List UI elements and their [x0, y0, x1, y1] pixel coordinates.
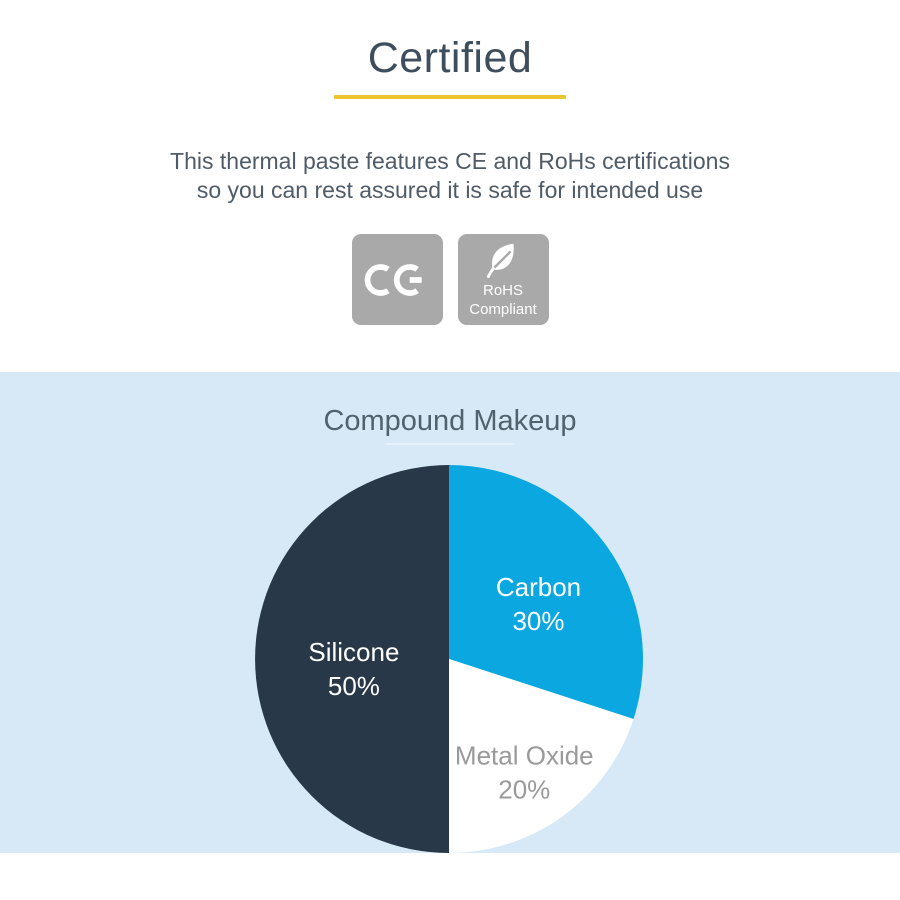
description-line-2: so you can rest assured it is safe for i… [196, 177, 704, 203]
pie-slice-metal-oxide [449, 659, 634, 853]
pie-chart: Carbon 30% Metal Oxide 20% Silicone 50% [255, 465, 643, 853]
rohs-label: RoHS Compliant [469, 281, 537, 319]
description: This thermal paste features CE and RoHs … [0, 147, 900, 205]
pie-slice-silicone [255, 465, 449, 853]
leaf-icon [486, 243, 514, 278]
pie-label-metal-oxide: Metal Oxide 20% [455, 741, 594, 805]
rohs-badge: RoHS Compliant [457, 234, 549, 325]
certification-badges: RoHS Compliant [0, 234, 900, 325]
pie-label-carbon: Carbon 30% [496, 572, 581, 636]
chart-title-underline [386, 443, 514, 445]
ce-mark-icon [364, 263, 422, 296]
page-title: Certified [367, 34, 533, 82]
pie-slice-carbon [449, 465, 643, 719]
rohs-label-line-1: RoHS [482, 282, 523, 299]
pie-label-silicone: Silicone 50% [308, 637, 399, 701]
ce-badge [351, 234, 443, 325]
description-line-1: This thermal paste features CE and RoHs … [170, 148, 730, 174]
chart-title: Compound Makeup [323, 405, 577, 437]
rohs-label-line-2: Compliant [469, 301, 537, 318]
title-divider [334, 95, 566, 99]
